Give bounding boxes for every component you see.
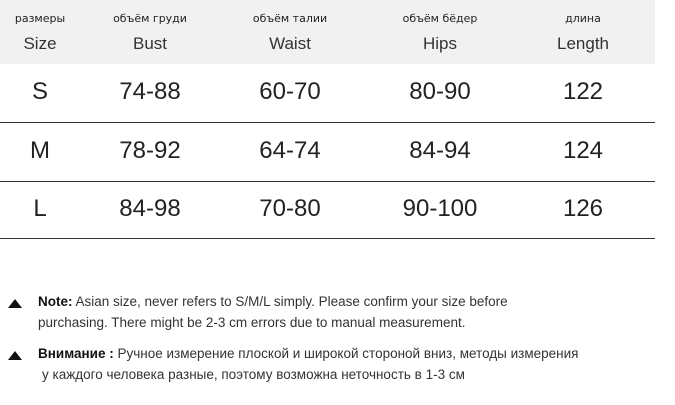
table-cell: 84-98 — [119, 195, 181, 222]
note-text: у каждого человека разные, поэтому возмо… — [42, 367, 465, 382]
header-en: Hips — [422, 34, 458, 53]
table-cell: 126 — [562, 195, 604, 222]
table-cell: 84-94 — [409, 137, 471, 164]
header-ru: длина — [565, 12, 601, 25]
note-bullet — [8, 299, 22, 308]
header-ru: объём груди — [113, 12, 187, 25]
table-cell: S — [31, 78, 49, 105]
note-line: у каждого человека разные, поэтому возмо… — [42, 367, 465, 382]
table-cell: 90-100 — [402, 195, 478, 222]
table-cell: 70-80 — [259, 195, 321, 222]
header-en: Bust — [132, 34, 168, 53]
table-cell: L — [33, 195, 47, 222]
table-cell: 122 — [562, 78, 604, 105]
note-text: purchasing. There might be 2-3 cm errors… — [38, 315, 466, 330]
header-ru: объём талии — [252, 12, 328, 25]
table-cell: M — [30, 137, 50, 164]
note-line: purchasing. There might be 2-3 cm errors… — [38, 315, 465, 330]
table-cell: 74-88 — [119, 78, 181, 105]
header-en: Size — [23, 34, 57, 53]
row-rule — [0, 238, 655, 239]
note-bullet — [8, 351, 22, 360]
row-rule — [0, 122, 655, 123]
row-rule — [0, 181, 655, 182]
note-text: Asian size, never refers to S/M/L simply… — [75, 294, 508, 309]
table-cell: 124 — [562, 137, 604, 164]
note-label: Note: — [38, 294, 73, 309]
note-text: Ручное измерение плоской и широкой сторо… — [117, 346, 579, 361]
note-label: Внимание : — [38, 346, 114, 361]
header-en: Length — [557, 34, 609, 53]
header-background — [0, 0, 655, 64]
note-line: Note: Asian size, never refers to S/M/L … — [38, 294, 508, 309]
table-cell: 60-70 — [259, 78, 321, 105]
table-cell: 64-74 — [259, 137, 321, 164]
header-ru: размеры — [14, 12, 66, 25]
table-cell: 80-90 — [409, 78, 471, 105]
header-ru: объём бёдер — [402, 12, 478, 25]
table-cell: 78-92 — [119, 137, 181, 164]
header-en: Waist — [269, 34, 311, 53]
note-line: Внимание : Ручное измерение плоской и ши… — [38, 346, 578, 361]
